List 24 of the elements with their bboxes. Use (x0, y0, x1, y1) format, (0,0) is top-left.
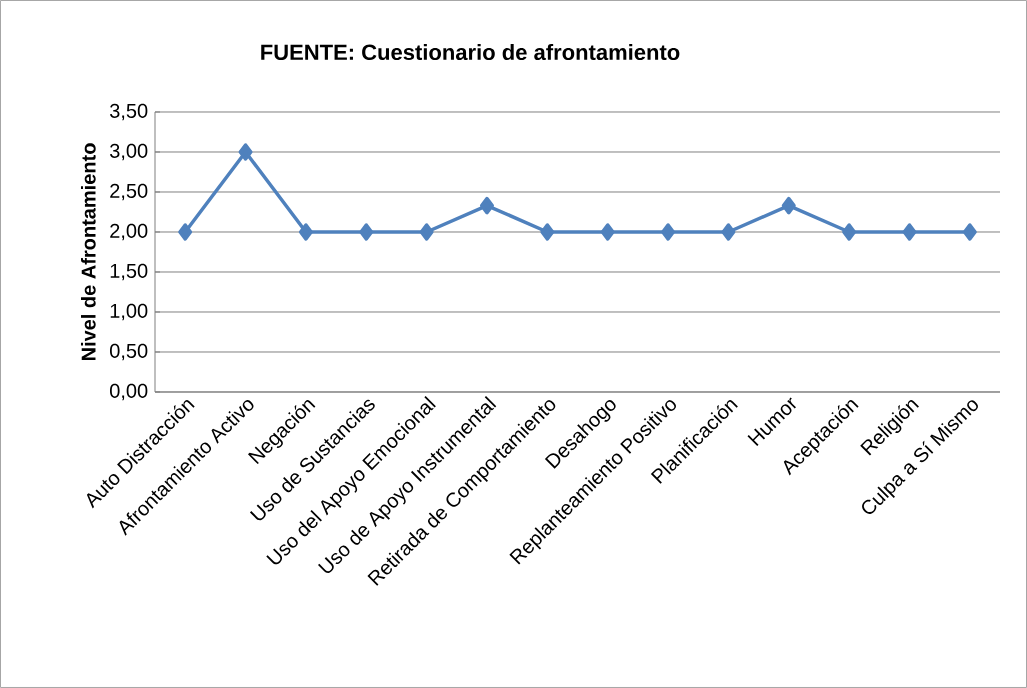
point (721, 223, 736, 241)
point (661, 223, 676, 241)
y-tick-label: 2,00 (110, 223, 148, 241)
point (298, 223, 313, 241)
y-tick-label: 2,50 (110, 183, 148, 201)
point (540, 223, 555, 241)
point (842, 223, 857, 241)
point (902, 223, 917, 241)
point (479, 196, 494, 215)
point (419, 223, 434, 241)
point (178, 223, 193, 241)
y-axis-title: Nivel de Afrontamiento (80, 143, 96, 361)
point (962, 223, 977, 241)
point (781, 196, 796, 215)
y-tick-label: 0,50 (110, 343, 148, 361)
y-tick-label: 1,00 (110, 303, 148, 321)
point (600, 223, 615, 241)
y-tick-label: 1,50 (110, 263, 148, 281)
point (238, 143, 253, 161)
y-tick-label: 3,50 (109, 103, 148, 121)
point (359, 223, 374, 241)
chart-title: FUENTE: Cuestionario de afrontamiento (261, 43, 680, 61)
y-tick-label: 3,00 (109, 143, 148, 161)
y-tick-label: 0,00 (110, 383, 148, 401)
